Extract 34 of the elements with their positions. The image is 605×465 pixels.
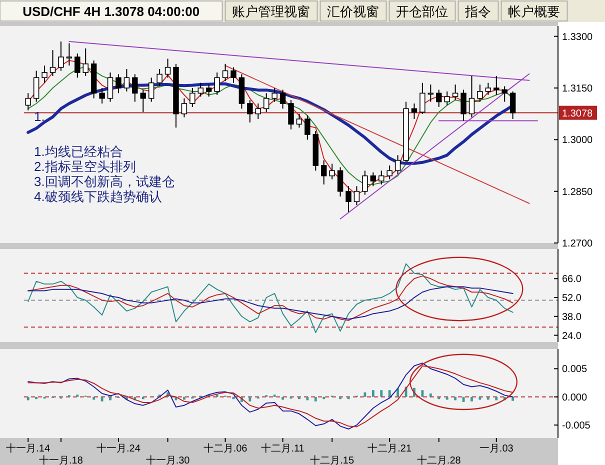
y-tick-label: 66.0 <box>562 274 582 286</box>
y-tick-label: -0.005 <box>562 420 591 432</box>
x-tick-label: 十一月.30 <box>146 454 190 465</box>
x-tick-label: 十二月.06 <box>203 442 248 454</box>
y-tick-label: 0.005 <box>562 364 588 376</box>
text: USD/CHF 4H 1.3078 04:00:00 <box>22 4 200 19</box>
x-tick-label: 十二月.21 <box>368 442 412 454</box>
y-tick-label: 1.3150 <box>562 84 594 94</box>
annotation: 4.破颈线下跌趋势确认 <box>34 189 162 204</box>
y-tick-label: 0.000 <box>562 392 588 404</box>
x-tick-label: 十二月.11 <box>261 442 305 454</box>
annotation: 2.指标呈空头排列 <box>34 159 136 174</box>
annotation: 1.均线已经粘合 <box>34 144 123 159</box>
text: 汇价视窗 <box>327 4 380 19</box>
ref-line-label: 1.3078 <box>562 108 594 120</box>
y-tick-label: 38.0 <box>562 312 582 323</box>
x-tick-label: 十一月.14 <box>6 442 50 454</box>
x-tick-label: 十一月.24 <box>96 442 141 454</box>
y-tick-label: 1.2700 <box>562 238 594 250</box>
annotation: 1. <box>34 109 45 124</box>
y-tick-label: 24.0 <box>562 330 582 342</box>
x-tick-label: 一月.03 <box>479 444 514 454</box>
text: 指令 <box>464 4 492 19</box>
text: 账户管理视窗 <box>232 4 310 19</box>
x-tick-label: 十二月.28 <box>416 454 462 465</box>
annotation: 3.回调不创新高，试建仓 <box>34 174 175 189</box>
y-tick-label: 1.2850 <box>562 186 594 198</box>
x-tick-label: 十一月.18 <box>39 454 84 465</box>
x-tick-label: 十二月.15 <box>310 454 354 465</box>
text: 开仓部位 <box>396 4 448 19</box>
y-tick-label: 52.0 <box>562 293 582 304</box>
y-tick-label: 1.3300 <box>562 32 594 43</box>
y-tick-label: 1.3000 <box>562 135 594 146</box>
text: 帐户概要 <box>508 4 560 19</box>
